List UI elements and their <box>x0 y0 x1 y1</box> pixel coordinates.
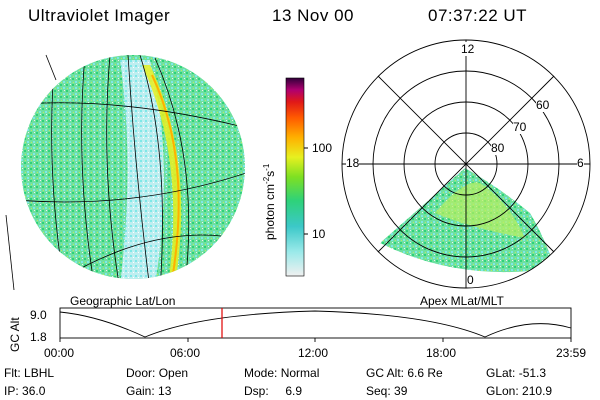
time-tick-2359: 23:59 <box>556 346 587 360</box>
status-glat: GLat: -51.3 <box>486 366 547 380</box>
mlt-label-12: 12 <box>461 42 475 56</box>
alt-tick-high: 9.0 <box>30 308 47 322</box>
time-tick-1200: 12:00 <box>298 346 329 360</box>
status-door: Door: Open <box>126 366 189 380</box>
status-gain: Gain: 13 <box>126 384 172 398</box>
status-gc-alt: GC Alt: 6.6 Re <box>366 366 443 380</box>
lat-label-80: 80 <box>491 141 505 155</box>
time-tick-0600: 06:00 <box>170 346 201 360</box>
colorbar <box>285 77 308 277</box>
colorbar-tick-100: 100 <box>312 141 333 155</box>
status-flt: Flt: LBHL <box>4 366 55 380</box>
mlt-label-18: 18 <box>346 156 360 170</box>
status-mode: Mode: Normal <box>244 366 320 380</box>
time-tick-0000: 00:00 <box>44 346 75 360</box>
polar-label: Apex MLat/MLT <box>420 294 504 308</box>
date-label: 13 Nov 00 <box>272 6 354 25</box>
status-ip: IP: 36.0 <box>4 384 46 398</box>
instrument-title: Ultraviolet Imager <box>28 6 171 25</box>
alt-tick-low: 1.8 <box>30 330 47 344</box>
geographic-image <box>5 54 245 291</box>
geographic-label: Geographic Lat/Lon <box>70 294 176 308</box>
status-seq: Seq: 39 <box>366 384 408 398</box>
status-glon: GLon: 210.9 <box>486 384 553 398</box>
lat-label-60: 60 <box>536 98 550 112</box>
mlt-label-0: 0 <box>467 273 474 287</box>
lat-label-70: 70 <box>513 120 527 134</box>
polar-plot <box>341 39 591 289</box>
colorbar-tick-10: 10 <box>312 227 326 241</box>
altitude-plot <box>59 307 572 342</box>
mlt-label-6: 6 <box>577 156 584 170</box>
status-dsp: Dsp: 6.9 <box>244 384 303 398</box>
time-label: 07:37:22 UT <box>428 6 528 25</box>
time-tick-1800: 18:00 <box>426 346 457 360</box>
